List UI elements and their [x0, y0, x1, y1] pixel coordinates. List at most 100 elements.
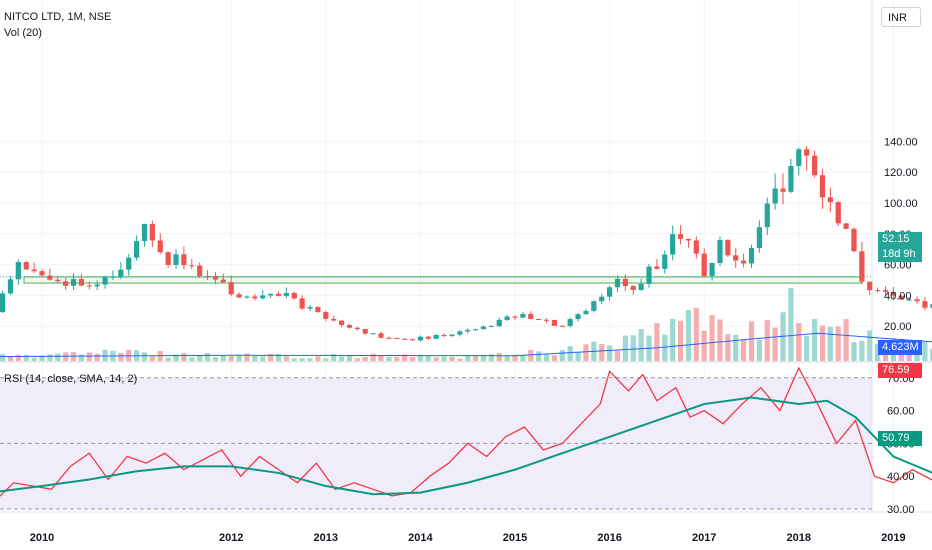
rsi-ma-value-tag: 50.79: [878, 431, 922, 446]
volume-bar: [520, 355, 526, 361]
volume-bar: [693, 307, 699, 361]
volume-bar: [0, 354, 6, 361]
candle-body: [756, 227, 762, 248]
volume-bar: [835, 326, 841, 361]
candle-body: [362, 329, 368, 334]
candle-body: [283, 293, 289, 296]
candle-body: [291, 293, 297, 299]
rsi-axis-tick-label: 30.00: [887, 504, 915, 516]
candle-body: [804, 149, 810, 156]
candle-body: [204, 275, 211, 277]
candle-body: [78, 278, 85, 286]
candle-body: [851, 228, 857, 252]
candle-body: [31, 269, 37, 272]
candle-body: [693, 240, 699, 254]
candle-body: [764, 203, 770, 228]
volume-bar: [394, 356, 400, 361]
volume-bar: [583, 344, 589, 361]
time-axis-tick-label: 2018: [787, 532, 811, 544]
volume-bar: [386, 356, 392, 361]
volume-bar: [299, 358, 305, 361]
volume-bar: [701, 330, 707, 361]
volume-bar: [630, 335, 636, 361]
volume-bar: [173, 354, 179, 361]
candle-body: [741, 260, 747, 264]
candle-body: [543, 319, 550, 321]
candle-body: [811, 155, 818, 176]
volume-bar: [331, 354, 337, 361]
volume-bar: [788, 287, 794, 361]
candle-body: [315, 307, 321, 313]
volume-bar: [228, 356, 234, 361]
volume-bar: [307, 358, 313, 361]
volume-bar: [559, 350, 565, 361]
candle-body: [867, 281, 873, 291]
candle-body: [599, 296, 605, 302]
candle-body: [0, 293, 6, 313]
candle-body: [670, 234, 676, 255]
volume-bar: [654, 323, 660, 361]
volume-bar: [23, 355, 29, 361]
volume-bar: [662, 334, 668, 361]
volume-bar: [402, 354, 408, 361]
volume-bar: [488, 354, 494, 361]
volume-bar: [370, 353, 376, 361]
candle-body: [646, 266, 652, 284]
volume-bar: [772, 327, 778, 361]
price-axis-tick-label: 140.00: [884, 136, 918, 148]
candle-body: [630, 286, 636, 290]
volume-bar: [512, 354, 518, 361]
candle-body: [149, 224, 155, 241]
candle-body: [141, 224, 148, 242]
candle-body: [299, 298, 305, 309]
time-axis-tick-label: 2016: [597, 532, 621, 544]
volume-bar: [15, 354, 21, 361]
candle-body: [7, 279, 14, 294]
volume-value-tag: 4.623M: [878, 340, 922, 355]
candle-body: [733, 255, 739, 261]
volume-bar: [197, 355, 203, 361]
candle-body: [772, 188, 778, 204]
volume-bar: [425, 355, 431, 361]
candle-body: [417, 336, 423, 341]
volume-bar: [47, 354, 53, 361]
candle-body: [15, 262, 21, 280]
candle-body: [212, 276, 219, 280]
volume-bar: [819, 325, 826, 361]
volume-bar: [741, 339, 747, 361]
candle-body: [409, 339, 416, 341]
currency-selector[interactable]: INR: [881, 7, 921, 27]
candle-body: [654, 266, 660, 269]
candle-body: [717, 240, 723, 264]
candle-body: [638, 283, 644, 290]
candle-body: [307, 307, 313, 309]
candle-body: [827, 197, 833, 203]
candle-body: [536, 318, 542, 320]
volume-bar: [141, 352, 148, 361]
volume-bar: [315, 356, 321, 361]
candle-body: [331, 318, 337, 321]
rsi-axis-tick-label: 60.00: [887, 406, 915, 418]
candle-body: [622, 278, 628, 287]
candle-body: [126, 257, 132, 270]
candle-body: [709, 263, 715, 276]
candle-body: [480, 326, 487, 330]
candle-body: [520, 314, 526, 318]
volume-bar: [283, 356, 289, 361]
bar-countdown-tag: 18d 9h: [878, 247, 922, 262]
candle-body: [922, 301, 928, 308]
volume-bar: [275, 353, 282, 361]
volume-bar: [859, 340, 865, 361]
candle-body: [425, 336, 431, 339]
volume-bar: [362, 356, 368, 361]
volume-bar: [622, 335, 628, 361]
volume-bar: [378, 355, 384, 361]
volume-bar: [260, 356, 266, 361]
volume-bar: [764, 320, 770, 361]
volume-bar: [102, 349, 108, 361]
price-axis-tick-label: 100.00: [884, 198, 918, 210]
candle-body: [228, 282, 234, 295]
price-axis-tick-label: 40.00: [884, 290, 912, 302]
volume-bar: [346, 354, 353, 361]
